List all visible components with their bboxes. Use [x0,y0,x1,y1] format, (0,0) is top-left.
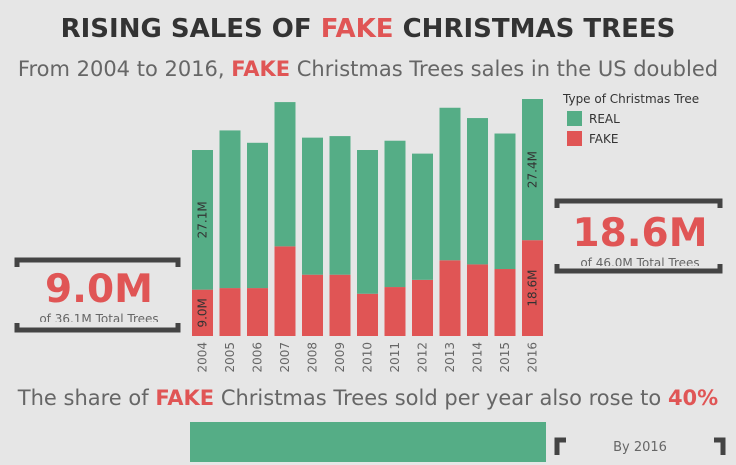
bar-fake-2004 [192,289,213,336]
x-tick-label: 2016 [526,342,540,373]
bar-real-2010 [357,150,378,294]
subtitle-prefix: From 2004 to 2016, [17,57,232,81]
legend-label-fake: FAKE [589,131,619,146]
share-percent: 40% [667,386,719,410]
bar-real-2015 [494,133,516,270]
bar-real-2011 [384,140,406,288]
by2016-bracket [554,437,726,455]
x-tick-label: 2008 [306,342,320,373]
subtitle-suffix: Christmas Trees sales in the US doubled [290,57,719,81]
legend-swatch-real [567,111,582,126]
legend: Type of Christmas Tree REAL FAKE [563,92,699,146]
title-suffix: CHRISTMAS TREES [393,14,676,44]
bar-fake-2011 [384,287,406,336]
left-callout: 9.0M of 36.1M Total Trees [14,267,184,323]
legend-swatch-fake [567,131,582,146]
share-prefix: The share of [17,386,156,410]
left-callout-value: 9.0M [45,267,153,312]
bar-fake-2012 [412,279,433,336]
bar-fake-2014 [467,264,488,336]
bar-fake-2008 [302,274,323,336]
bar-fake-2006 [247,288,268,336]
bar-real-2004 [192,150,213,290]
bar-fake-2007 [274,246,296,336]
bar-real-2013 [439,107,461,261]
legend-item-real[interactable]: REAL [563,111,699,126]
bar-real-2014 [467,118,488,265]
x-tick-label: 2011 [388,342,402,373]
bar-real-2006 [247,142,268,289]
x-tick-label: 2012 [416,342,430,373]
title-prefix: RISING SALES OF [60,14,321,44]
x-tick-label: 2004 [196,342,210,373]
x-tick-label: 2010 [361,342,375,373]
bar-fake-2010 [357,293,378,336]
x-tick-label: 2015 [498,342,512,373]
by2016-label: By 2016 [613,440,667,455]
share-bar [190,422,546,462]
bar-fake-2009 [329,274,351,336]
right-callout: 18.6M of 46.0M Total Trees [554,211,726,267]
x-tick-label: 2007 [278,342,292,373]
share-highlight: FAKE [155,386,215,410]
bar-fake-2013 [439,260,461,336]
left-callout-bracket [14,257,181,333]
bar-fake-2005 [219,288,241,336]
chart-subtitle: From 2004 to 2016, FAKE Christmas Trees … [0,57,736,81]
legend-item-fake[interactable]: FAKE [563,131,699,146]
left-callout-caption: of 36.1M Total Trees [39,312,159,322]
bar-fake-2015 [494,269,516,336]
chart-title: RISING SALES OF FAKE CHRISTMAS TREES [0,14,736,44]
bar-chart: 2004 2005 2006 2007 2008 2009 2010 2011 2012 2013… [192,99,543,373]
x-tick-label: 2013 [443,342,457,373]
right-callout-bracket [554,198,723,274]
bar-real-2008 [302,137,323,275]
subtitle-highlight: FAKE [231,57,291,81]
legend-title: Type of Christmas Tree [563,92,700,106]
legend-label-real: REAL [589,111,620,126]
x-tick-label: 2014 [471,342,485,373]
bar-real-2016 [522,99,543,241]
share-heading: The share of FAKE Christmas Trees sold p… [0,386,736,410]
x-tick-label: 2009 [333,342,347,373]
bar-fake-2016 [522,240,543,336]
bar-real-2005 [219,130,241,289]
data-label-fake-2004: 9.0M [196,298,210,327]
right-callout-caption: of 46.0M Total Trees [580,256,700,266]
right-callout-value: 18.6M [572,211,708,256]
title-highlight: FAKE [320,14,394,44]
data-label-real-2004: 27.1M [196,201,210,238]
x-tick-label: 2006 [251,342,265,373]
data-label-real-2016: 27.4M [526,151,540,188]
share-middle: Christmas Trees sold per year also rose … [214,386,668,410]
bar-real-2009 [329,136,351,275]
bar-real-2012 [412,153,433,280]
data-label-fake-2016: 18.6M [526,270,540,307]
x-tick-label: 2005 [223,342,237,373]
bar-real-2007 [274,102,296,247]
